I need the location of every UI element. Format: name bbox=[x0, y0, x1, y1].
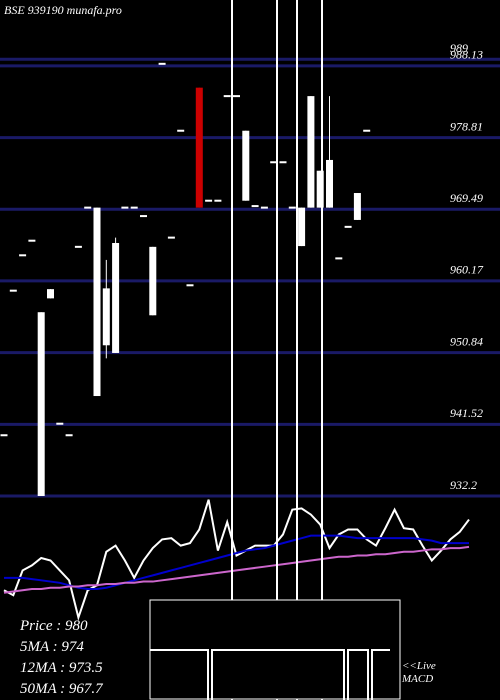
indicator-line bbox=[4, 534, 469, 590]
y-tick-label: 960.17 bbox=[450, 263, 484, 277]
candle-body bbox=[186, 284, 194, 287]
candle-body bbox=[353, 193, 361, 220]
macd-line bbox=[150, 649, 390, 700]
indicator-line bbox=[3, 545, 470, 594]
candle-body bbox=[84, 206, 92, 209]
candle-body bbox=[214, 199, 222, 202]
plot bbox=[0, 57, 500, 622]
candle-body bbox=[177, 129, 185, 132]
candle-body bbox=[28, 239, 36, 242]
candle-body bbox=[288, 206, 296, 209]
candle-body bbox=[47, 289, 54, 299]
candle-body bbox=[344, 225, 352, 228]
candle-body bbox=[140, 215, 147, 218]
candle-body bbox=[307, 96, 315, 208]
candle-body bbox=[37, 312, 45, 496]
candle-body bbox=[279, 161, 287, 164]
candle-body bbox=[65, 434, 73, 437]
candle-body bbox=[242, 130, 250, 201]
y-tick-label: 941.52 bbox=[450, 406, 483, 420]
candle-body bbox=[251, 205, 259, 208]
candle-body bbox=[0, 434, 8, 437]
candle-body bbox=[270, 161, 278, 164]
candle-body bbox=[335, 257, 343, 260]
candle-body bbox=[233, 95, 240, 98]
y-tick-label: 969.49 bbox=[450, 191, 483, 205]
candle-body bbox=[130, 206, 138, 209]
candle-body bbox=[149, 246, 157, 316]
candle-body bbox=[56, 422, 64, 425]
candle-body bbox=[260, 206, 268, 209]
candle-body bbox=[195, 87, 203, 208]
volume-spikes bbox=[231, 0, 323, 700]
candle-body bbox=[363, 129, 371, 132]
info-text: Price : 980 bbox=[19, 618, 88, 634]
info-text: 50MA : 967.7 bbox=[20, 681, 104, 697]
y-tick-label: 978.81 bbox=[450, 119, 483, 133]
candle-body bbox=[223, 95, 231, 98]
candle-body bbox=[93, 207, 101, 397]
y-tick-label: 988.13 bbox=[450, 48, 483, 62]
chart-title: BSE 939190 munafa.pro bbox=[4, 3, 122, 17]
candle-body bbox=[167, 236, 175, 239]
candle-body bbox=[121, 206, 129, 209]
info-text: 5MA : 974 bbox=[20, 639, 84, 655]
candle-body bbox=[19, 254, 27, 257]
candle-body bbox=[102, 288, 110, 346]
y-tick-label: 932.2 bbox=[450, 478, 477, 492]
candle-body bbox=[9, 289, 17, 292]
macd-label: MACD bbox=[401, 673, 433, 685]
candle-body bbox=[205, 199, 213, 202]
indicator-line bbox=[3, 499, 470, 622]
macd-label: <<Live bbox=[402, 660, 436, 672]
candle-body bbox=[298, 207, 306, 247]
candle-body bbox=[158, 62, 166, 65]
candle-body bbox=[316, 170, 324, 208]
candle-body bbox=[74, 245, 82, 248]
info-text: 12MA : 973.5 bbox=[20, 660, 103, 676]
y-tick-label: 950.84 bbox=[450, 334, 483, 348]
y-tick-label: 989 bbox=[450, 41, 468, 55]
candle-body bbox=[326, 159, 333, 208]
candle-body bbox=[112, 243, 120, 353]
